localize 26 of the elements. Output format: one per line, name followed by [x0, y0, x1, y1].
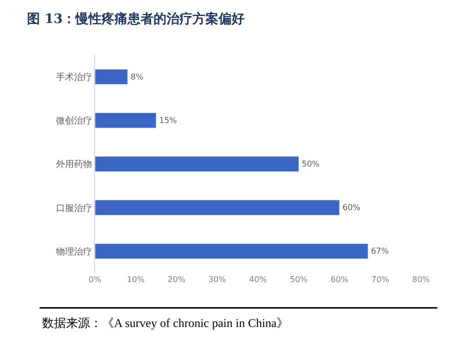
data-label: 60% [342, 203, 361, 212]
data-label: 15% [159, 116, 178, 125]
x-tick-label: 10% [126, 275, 146, 284]
y-tick-label: 微创治疗 [56, 116, 92, 127]
bar [95, 68, 128, 85]
bar [95, 112, 156, 128]
y-tick-label: 外用药物 [56, 159, 92, 170]
chart-title: 图 13：慢性疼痛患者的治疗方案偏好 [27, 10, 245, 27]
bar [95, 200, 340, 216]
x-tick-label: 80% [412, 275, 430, 284]
x-tick-label: 40% [249, 275, 268, 284]
x-tick-label: 60% [330, 275, 349, 284]
data-label: 50% [302, 160, 320, 168]
x-tick-label: 0% [88, 275, 102, 284]
x-tick-label: 50% [290, 275, 308, 284]
source-note: 数据来源：《A survey of chronic pain in China》 [42, 316, 289, 330]
y-tick-label: 手术治疗 [56, 72, 92, 83]
x-tick-label: 30% [208, 275, 227, 284]
data-label: 8% [130, 72, 144, 82]
data-label: 67% [371, 246, 390, 256]
y-tick-label: 口服治疗 [56, 202, 92, 214]
y-tick-label: 物理治疗 [56, 246, 92, 258]
x-tick-label: 20% [168, 275, 186, 284]
bar [95, 156, 299, 172]
x-tick-label: 70% [371, 275, 390, 284]
bar [95, 243, 368, 260]
